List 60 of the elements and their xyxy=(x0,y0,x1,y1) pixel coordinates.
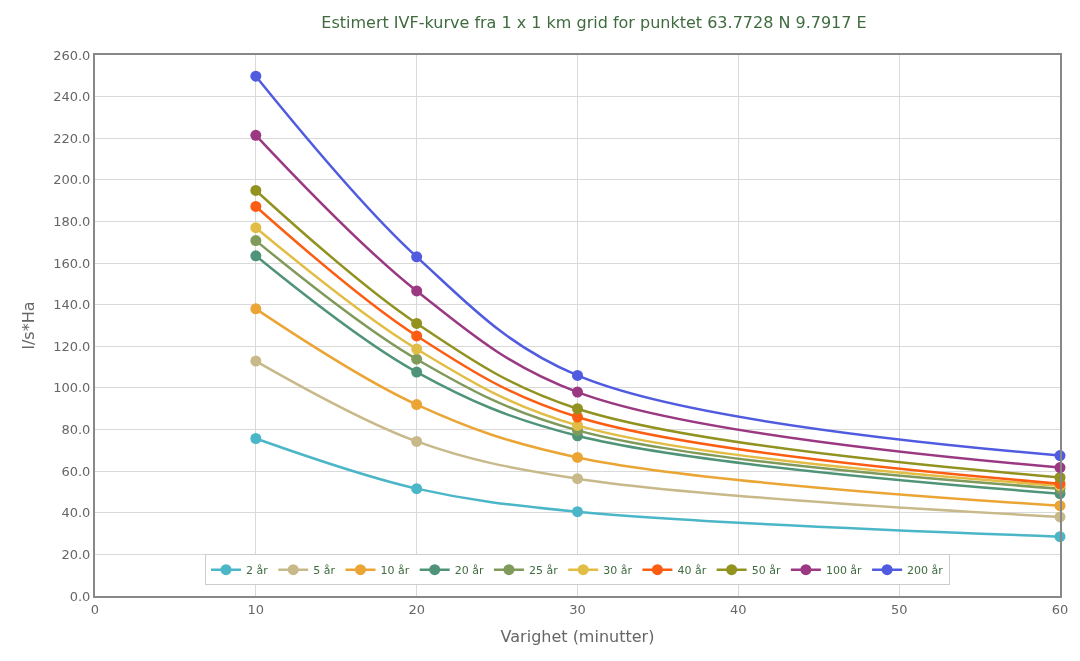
x-tick-label: 20 xyxy=(408,601,425,617)
point xyxy=(411,251,423,263)
point xyxy=(250,432,262,444)
point xyxy=(572,506,583,518)
point xyxy=(250,222,262,234)
y-tick-label: 0.0 xyxy=(69,588,91,604)
y-tick-label: 140.0 xyxy=(53,297,91,313)
point xyxy=(411,285,423,297)
point xyxy=(250,355,262,367)
point xyxy=(411,435,423,447)
point xyxy=(250,70,262,82)
x-tick-label: 30 xyxy=(569,601,586,617)
chart-title: Estimert IVF-kurve fra 1 x 1 km grid for punktet 63.7728 N 9.7917 E xyxy=(321,12,867,32)
y-tick-label: 220.0 xyxy=(53,130,91,146)
x-tick-label: 50 xyxy=(890,601,908,617)
x-tick-label: 60 xyxy=(1051,601,1069,617)
point xyxy=(572,403,583,415)
legend-label: 30 år xyxy=(603,563,633,577)
y-tick-label: 260.0 xyxy=(53,47,91,63)
point xyxy=(411,399,423,411)
point xyxy=(411,366,423,378)
y-tick-label: 200.0 xyxy=(53,172,91,188)
y-tick-label: 180.0 xyxy=(53,214,91,230)
legend-label: 2 år xyxy=(246,563,269,577)
point xyxy=(572,451,583,463)
point xyxy=(411,343,423,355)
y-tick-label: 20.0 xyxy=(61,546,91,562)
y-tick-label: 80.0 xyxy=(61,422,91,438)
legend-label: 20 år xyxy=(454,563,484,577)
point xyxy=(411,330,423,342)
point xyxy=(250,129,262,141)
x-tick-label: 40 xyxy=(730,601,747,617)
point xyxy=(250,303,262,315)
point xyxy=(572,386,583,398)
x-tick-label: 10 xyxy=(247,601,265,617)
legend-label: 5 år xyxy=(313,563,336,577)
point xyxy=(411,353,423,365)
point xyxy=(250,200,262,212)
legend-label: 25 år xyxy=(528,563,559,577)
y-axis-title: l/s*Ha xyxy=(18,301,38,350)
point xyxy=(250,235,262,247)
legend-label: 40 år xyxy=(677,563,707,577)
legend-label: 200 år xyxy=(907,563,944,577)
legend-label: 10 år xyxy=(380,563,410,577)
legend-label: 50 år xyxy=(751,563,781,577)
y-tick-label: 160.0 xyxy=(53,255,91,271)
point xyxy=(250,184,262,196)
y-tick-label: 40.0 xyxy=(61,505,91,521)
x-axis-title: Varighet (minutter) xyxy=(500,626,655,646)
y-tick-label: 100.0 xyxy=(53,380,91,396)
y-tick-label: 240.0 xyxy=(53,89,91,105)
point xyxy=(411,317,423,329)
point xyxy=(411,483,423,495)
point xyxy=(250,250,262,262)
y-tick-label: 120.0 xyxy=(53,338,91,354)
y-tick-label: 60.0 xyxy=(61,463,91,479)
point xyxy=(572,473,583,485)
point xyxy=(572,369,583,381)
legend-label: 100 år xyxy=(825,563,863,577)
x-tick-label: 0 xyxy=(90,601,100,617)
